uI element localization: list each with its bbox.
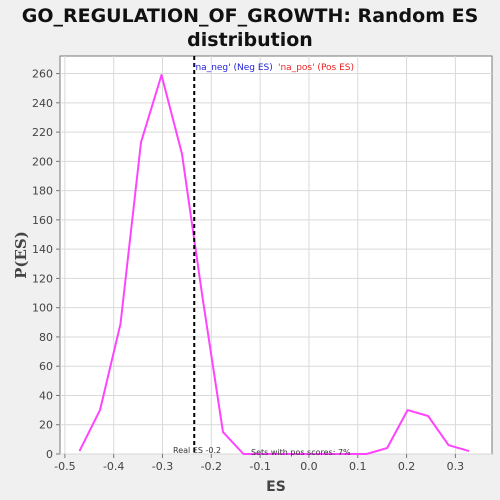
y-tick-label: 100 <box>32 302 53 315</box>
y-tick-label: 140 <box>32 243 53 256</box>
pos-es-label: 'na_pos' (Pos ES) <box>278 63 354 73</box>
x-axis-label: ES <box>266 479 286 495</box>
y-axis-label: P(ES) <box>12 231 30 279</box>
x-tick-label: -0.1 <box>249 460 270 473</box>
x-tick-label: 0.3 <box>447 460 465 473</box>
x-tick-label: -0.4 <box>103 460 124 473</box>
plot-area <box>59 55 493 455</box>
y-tick-label: 160 <box>32 214 53 227</box>
neg-es-label: 'na_neg' (Neg ES) <box>193 63 273 73</box>
y-tick-label: 220 <box>32 126 53 139</box>
y-tick-label: 200 <box>32 155 53 168</box>
y-tick-label: 40 <box>39 389 53 402</box>
chart-title-line1: GO_REGULATION_OF_GROWTH: Random ES <box>22 5 479 27</box>
y-tick-label: 20 <box>39 419 53 432</box>
axes: 0 20 40 60 80 100 120 140 160 180 200 220 240 260 -0.5… <box>32 68 464 473</box>
x-tick-label: -0.5 <box>54 460 75 473</box>
grid-lines <box>60 56 492 455</box>
y-tick-label: 0 <box>46 448 53 461</box>
y-tick-label: 120 <box>32 272 53 285</box>
x-tick-label: 0.0 <box>300 460 318 473</box>
es-distribution-line <box>78 74 470 455</box>
y-tick-label: 180 <box>32 185 53 198</box>
pos-scores-label: Sets with pos scores: 7% <box>251 448 351 457</box>
x-tick-label: -0.3 <box>152 460 173 473</box>
real-es-label: Real ES -0.2 <box>173 446 221 455</box>
y-tick-label: 60 <box>39 360 53 373</box>
y-tick-label: 240 <box>32 97 53 110</box>
x-tick-label: 0.1 <box>349 460 367 473</box>
x-tick-label: 0.2 <box>398 460 416 473</box>
y-tick-label: 260 <box>32 68 53 81</box>
series-layer <box>78 74 470 455</box>
chart-title-line2: distribution <box>187 29 313 51</box>
x-tick-label: -0.2 <box>201 460 222 473</box>
y-tick-label: 80 <box>39 331 53 344</box>
